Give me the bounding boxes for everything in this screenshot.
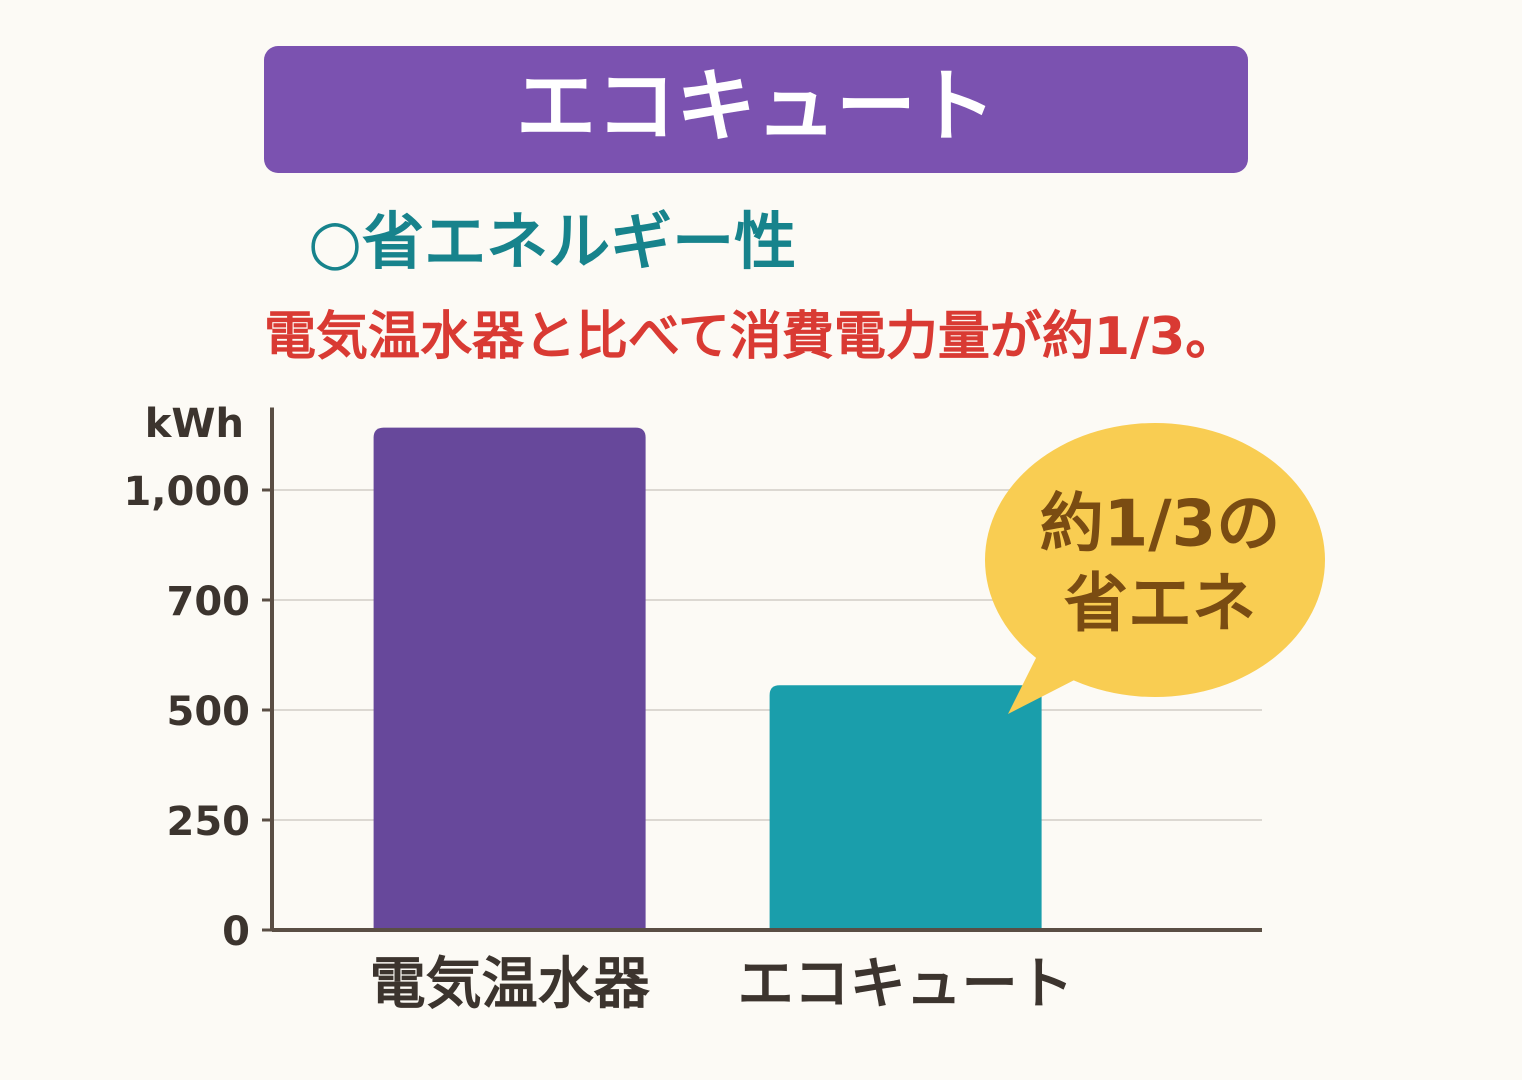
annotation: 省エネ xyxy=(1064,568,1256,642)
x-tick-label: 電気温水器 xyxy=(370,952,651,1017)
bar xyxy=(373,427,646,930)
description: 電気温水器と比べて消費電力量が約1/3。 xyxy=(264,307,1237,367)
y-tick-label: 500 xyxy=(167,689,251,735)
y-axis-label: kWh xyxy=(145,401,244,447)
bubble xyxy=(985,423,1325,697)
x-tick-label: エコキュート xyxy=(738,952,1074,1017)
y-tick-label: 250 xyxy=(167,799,251,845)
y-tick-label: 1,000 xyxy=(123,469,250,515)
y-tick-label: 0 xyxy=(222,909,250,955)
title-banner xyxy=(264,46,1248,173)
chart-title: エコキュート xyxy=(516,60,996,153)
subtitle: ○省エネルギー性 xyxy=(308,205,796,278)
bar xyxy=(769,685,1042,930)
annotation: 約1/3の xyxy=(1040,488,1280,562)
y-tick-label: 700 xyxy=(167,579,251,625)
